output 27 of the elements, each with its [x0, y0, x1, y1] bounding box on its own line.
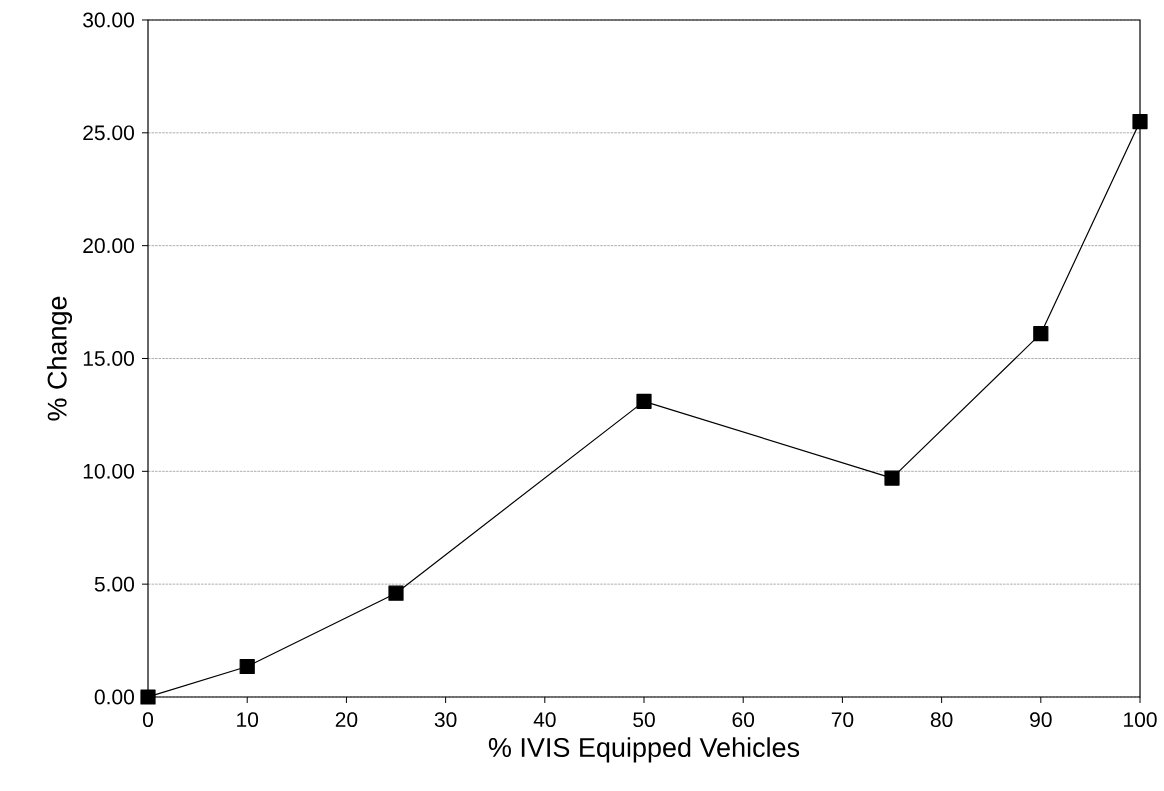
y-tick-label: 5.00 — [94, 576, 134, 592]
y-tick-label: 30.00 — [83, 12, 134, 28]
y-tick-label: 10.00 — [83, 463, 134, 479]
point — [140, 689, 156, 705]
x-axis-title: % IVIS Equipped Vehicles — [488, 737, 800, 763]
y-tick-label: 20.00 — [83, 238, 134, 254]
point — [239, 658, 255, 675]
x-tick-label: 20 — [335, 712, 358, 728]
x-tick-label: 0 — [143, 712, 154, 728]
point — [1132, 113, 1148, 130]
x-tick-label: 30 — [434, 712, 457, 728]
y-tick-label: 25.00 — [83, 125, 134, 141]
x-tick-label: 40 — [533, 712, 556, 728]
x-tick-label: 50 — [633, 712, 655, 728]
point — [636, 393, 652, 409]
x-tick-label: 10 — [237, 712, 259, 728]
x-tick-label: 80 — [930, 712, 953, 728]
x-tick-label: 60 — [732, 712, 755, 728]
y-tick-label: 0.00 — [94, 689, 134, 705]
y-tick-label: 15.00 — [83, 351, 134, 366]
y-axis-title: % Change — [46, 296, 73, 421]
point — [388, 585, 404, 601]
point — [1033, 326, 1049, 342]
point — [884, 470, 900, 486]
x-tick-label: 70 — [831, 712, 854, 728]
x-tick-label: 90 — [1030, 712, 1052, 728]
x-tick-label: 100 — [1124, 712, 1157, 728]
